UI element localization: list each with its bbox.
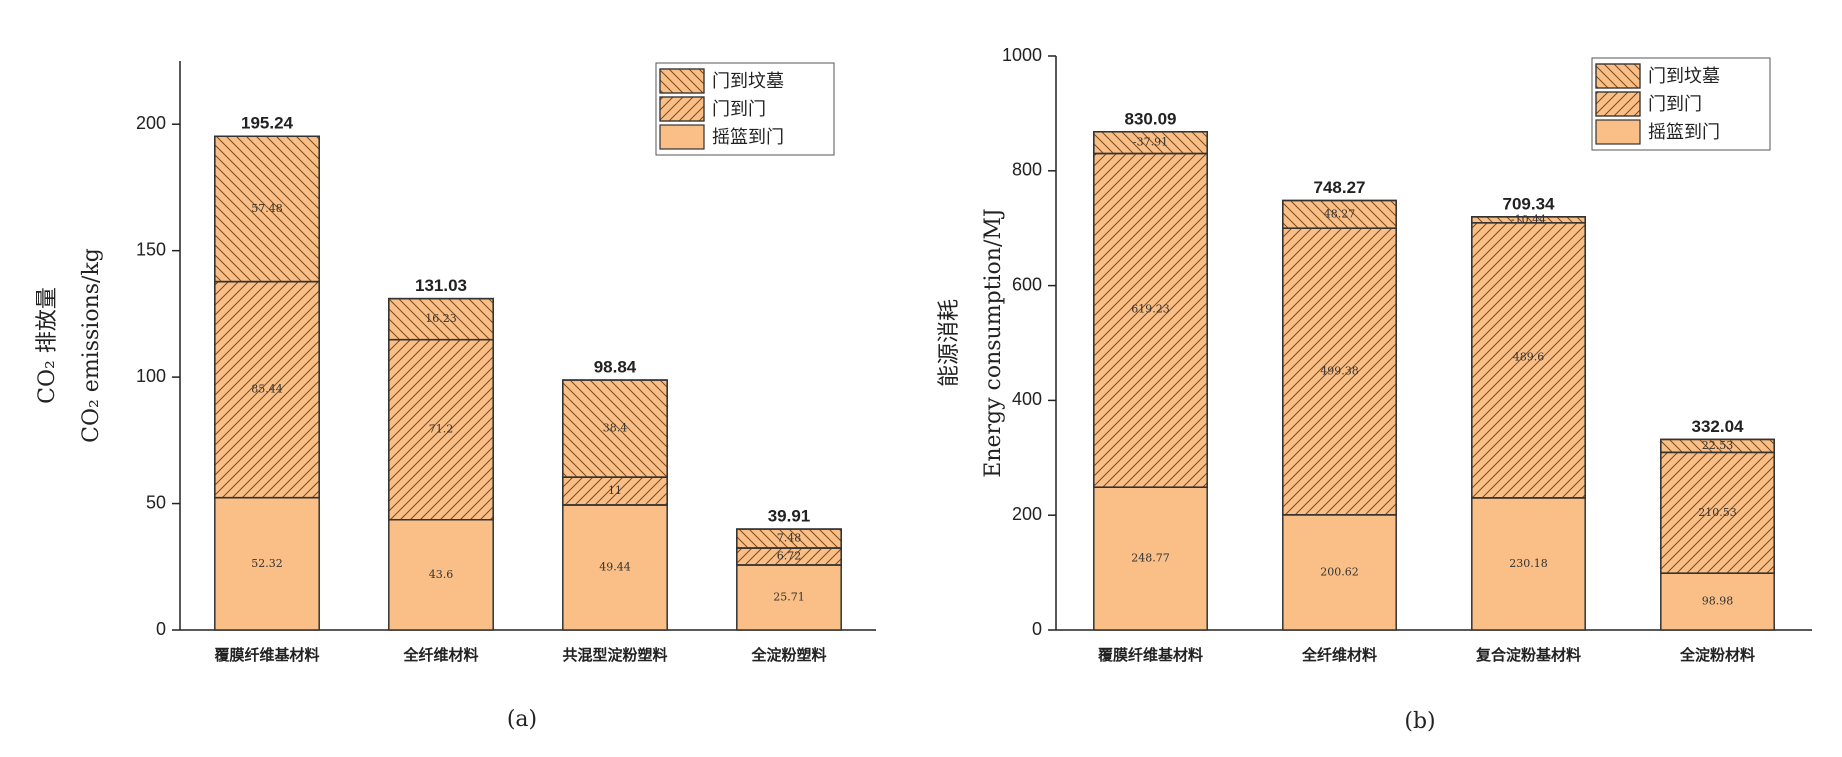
x-tick-label: 全纤维材料 [402, 646, 478, 664]
y-axis-label: 能源消耗 [937, 299, 962, 387]
legend-label: 摇篮到门 [1648, 122, 1720, 143]
segment-label: 619.23 [1131, 302, 1170, 315]
segment-label: 71.2 [429, 423, 454, 436]
segment-label: 57.48 [251, 202, 283, 215]
y-tick-label: 800 [1012, 160, 1042, 180]
legend-label: 门到坟墓 [712, 71, 784, 92]
y-tick-label: 50 [146, 492, 166, 512]
y-tick-label: 200 [136, 113, 166, 133]
total-label: 830.09 [1125, 109, 1177, 128]
y-tick-label: 400 [1012, 389, 1042, 409]
segment-label: 16.23 [425, 312, 457, 325]
segment-label: 48.27 [1324, 207, 1356, 220]
legend-swatch [1595, 119, 1641, 145]
segment-label: 248.77 [1131, 552, 1170, 565]
y-tick-label: 600 [1012, 274, 1042, 294]
legend-hatch [659, 96, 705, 122]
legend-label: 门到坟墓 [1648, 66, 1720, 87]
legend-hatch [659, 68, 705, 94]
total-label: 98.84 [594, 358, 637, 377]
legend-hatch [1595, 91, 1641, 117]
segment-label: 11 [608, 484, 622, 497]
segment-label: 200.62 [1320, 565, 1359, 578]
legend-label: 摇篮到门 [712, 127, 784, 148]
hatch [1282, 199, 1397, 229]
hatch [1093, 131, 1208, 155]
legend-hatch [1595, 63, 1641, 89]
hatch [388, 297, 494, 341]
x-tick-label: 复合淀粉基材料 [1475, 646, 1581, 664]
y-tick-label: 100 [136, 366, 166, 386]
segment-label: -10.44 [1511, 213, 1546, 226]
hatch [1660, 451, 1775, 574]
y-axis-label: Energy consumption/MJ [981, 208, 1006, 477]
segment-label: 49.44 [599, 560, 631, 573]
y-axis-label: CO₂ emissions/kg [79, 248, 104, 443]
hatch [214, 135, 320, 283]
legend-label: 门到门 [1648, 94, 1702, 115]
x-tick-label: 全纤维材料 [1301, 646, 1377, 664]
segment-label: 98.98 [1702, 595, 1734, 608]
hatch [1471, 216, 1586, 224]
bar-segment [736, 564, 842, 631]
y-tick-label: 200 [1012, 504, 1042, 524]
y-tick-label: 0 [156, 619, 166, 639]
legend-swatch [659, 124, 705, 150]
x-tick-label: 覆膜纤维基材料 [214, 646, 319, 664]
caption: (a) [507, 707, 537, 732]
segment-label: 43.6 [429, 568, 454, 581]
x-tick-label: 全淀粉塑料 [750, 646, 826, 664]
segment-label: 210.53 [1698, 506, 1737, 519]
total-label: 39.91 [768, 507, 811, 526]
hatch [1471, 216, 1586, 499]
x-tick-label: 覆膜纤维基材料 [1098, 646, 1203, 664]
bar-segment [1093, 486, 1208, 631]
total-label: 709.34 [1503, 194, 1556, 213]
y-axis-label: CO₂ 排放量 [35, 287, 60, 404]
bar-segment [388, 518, 494, 631]
y-tick-label: 0 [1032, 619, 1042, 639]
bar-segment [1471, 497, 1586, 631]
legend-label: 门到门 [712, 99, 766, 120]
bar-segment [214, 496, 320, 631]
hatch [1660, 438, 1775, 454]
hatch [388, 338, 494, 521]
segment-label: 38.4 [603, 422, 628, 435]
x-tick-label: 全淀粉材料 [1679, 646, 1755, 664]
segment-label: 25.71 [773, 590, 805, 603]
segment-label: -37.91 [1133, 136, 1168, 149]
hatch [214, 280, 320, 499]
bar-segment [562, 504, 668, 631]
x-tick-label: 共混型淀粉塑料 [562, 646, 667, 664]
segment-label: 52.32 [251, 557, 283, 570]
hatch [1093, 131, 1208, 488]
total-label: 131.03 [415, 276, 467, 295]
total-label: 748.27 [1314, 178, 1366, 197]
segment-label: 22.53 [1702, 439, 1734, 452]
total-label: 332.04 [1692, 417, 1745, 436]
segment-label: 499.38 [1320, 365, 1359, 378]
segment-label: 489.6 [1513, 350, 1545, 363]
segment-label: 6.72 [777, 549, 802, 562]
y-tick-label: 1000 [1002, 45, 1042, 65]
y-tick-label: 150 [136, 239, 166, 259]
bar-segment [1660, 572, 1775, 631]
hatch [562, 379, 668, 478]
hatch [736, 528, 842, 549]
total-label: 195.24 [241, 114, 294, 133]
segment-label: 85.44 [251, 383, 283, 396]
bar-segment [1282, 514, 1397, 631]
segment-label: 7.48 [777, 532, 802, 545]
hatch [562, 476, 668, 506]
segment-label: 230.18 [1509, 557, 1548, 570]
caption: (b) [1404, 709, 1435, 734]
